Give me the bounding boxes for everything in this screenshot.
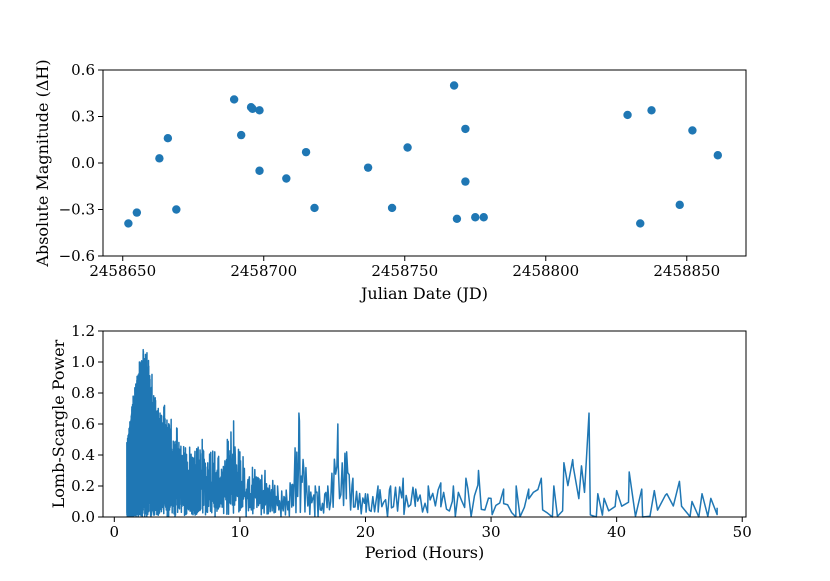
periodogram-y-tick-label: 0.2 bbox=[71, 477, 95, 495]
scatter-panel: 2458650 2458700 2458750 2458800 2458850 −0.6… bbox=[33, 59, 747, 303]
scatter-point bbox=[471, 213, 480, 222]
scatter-x-tick-label: 2458750 bbox=[371, 262, 438, 280]
periodogram-x-tick-label: 50 bbox=[733, 523, 752, 541]
periodogram-y-tick-label: 1.2 bbox=[71, 322, 95, 340]
scatter-points bbox=[124, 81, 722, 228]
periodogram-y-tick-label: 1.0 bbox=[71, 353, 95, 371]
periodogram-y-ticks: 0.0 0.2 0.4 0.6 0.8 1.0 1.2 bbox=[71, 322, 103, 526]
scatter-point bbox=[255, 106, 264, 115]
scatter-x-ticks: 2458650 2458700 2458750 2458800 2458850 bbox=[89, 256, 720, 280]
periodogram-x-tick-label: 10 bbox=[230, 523, 249, 541]
scatter-point bbox=[452, 214, 462, 223]
scatter-x-tick-label: 2458700 bbox=[230, 262, 297, 280]
periodogram-panel: 0 10 20 30 40 50 0.0 0.2 0.4 0.6 0.8 1.0 1.2 Period… bbox=[49, 322, 752, 562]
periodogram-x-tick-label: 20 bbox=[356, 523, 375, 541]
periodogram-x-tick-label: 30 bbox=[482, 523, 501, 541]
scatter-point bbox=[255, 166, 264, 175]
scatter-y-tick-label: −0.6 bbox=[59, 247, 95, 265]
scatter-y-ticks: −0.6 −0.3 0.0 0.3 0.6 bbox=[59, 61, 103, 265]
scatter-point bbox=[163, 134, 173, 143]
scatter-y-tick-label: 0.6 bbox=[71, 61, 95, 79]
scatter-point bbox=[363, 163, 373, 172]
scatter-y-tick-label: −0.3 bbox=[59, 201, 95, 219]
scatter-y-axis-title: Absolute Magnitude (ΔH) bbox=[33, 59, 52, 267]
periodogram-y-tick-label: 0.6 bbox=[71, 415, 95, 433]
scatter-y-tick-label: 0.3 bbox=[71, 108, 95, 126]
scatter-axes-frame bbox=[102, 69, 747, 257]
scatter-point bbox=[713, 151, 722, 160]
scatter-point bbox=[301, 147, 311, 157]
periodogram-x-tick-label: 40 bbox=[607, 523, 626, 541]
scatter-point bbox=[132, 208, 142, 217]
scatter-point bbox=[647, 106, 656, 115]
scatter-point bbox=[461, 124, 470, 134]
periodogram-x-ticks: 0 10 20 30 40 50 bbox=[110, 517, 752, 541]
scatter-point bbox=[124, 219, 133, 228]
scatter-point bbox=[636, 219, 645, 228]
periodogram-x-axis-title: Period (Hours) bbox=[365, 543, 484, 562]
periodogram-y-tick-label: 0.8 bbox=[71, 384, 95, 402]
scatter-point bbox=[675, 200, 684, 210]
scatter-y-tick-label: 0.0 bbox=[71, 154, 95, 172]
scatter-point bbox=[479, 213, 488, 222]
periodogram-y-tick-label: 0.4 bbox=[71, 446, 95, 464]
scatter-point bbox=[155, 154, 164, 163]
scatter-x-tick-label: 2458850 bbox=[653, 262, 720, 280]
scatter-point bbox=[282, 174, 291, 183]
scatter-point bbox=[387, 203, 397, 213]
periodogram-y-axis-title: Lomb-Scargle Power bbox=[49, 339, 68, 508]
periodogram-y-tick-label: 0.0 bbox=[71, 508, 95, 526]
scatter-point bbox=[172, 205, 181, 214]
scatter-point bbox=[403, 143, 412, 152]
scatter-point bbox=[236, 130, 246, 140]
scatter-x-axis-title: Julian Date (JD) bbox=[359, 284, 488, 303]
scatter-point bbox=[688, 126, 697, 135]
scatter-point bbox=[229, 95, 239, 104]
periodogram-line bbox=[126, 348, 718, 518]
scatter-point bbox=[449, 81, 459, 90]
scatter-point bbox=[623, 110, 632, 120]
periodogram-x-tick-label: 0 bbox=[110, 523, 120, 541]
scatter-x-tick-label: 2458650 bbox=[89, 262, 156, 280]
scatter-point bbox=[248, 104, 257, 113]
scatter-point bbox=[310, 203, 319, 213]
scatter-x-tick-label: 2458800 bbox=[512, 262, 579, 280]
scatter-point bbox=[461, 177, 470, 186]
